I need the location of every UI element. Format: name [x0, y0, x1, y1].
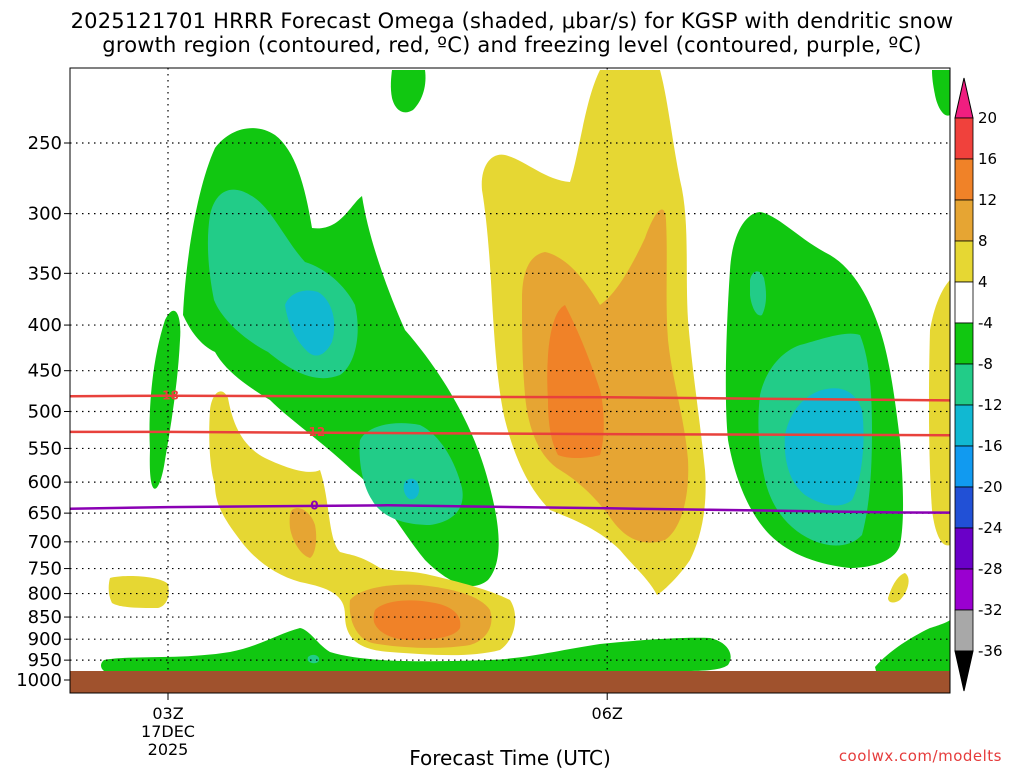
colorbar-label: -4 [978, 314, 993, 332]
colorbar-label: -24 [978, 519, 1003, 537]
ground-band [70, 671, 950, 693]
y-tick-label: 750 [28, 559, 62, 580]
colorbar-top-arrow [954, 77, 974, 119]
omega-shading [101, 70, 950, 671]
colorbar: 20 16 12 8 4 -4 -8 -12 -16 -20 -24 -28 -32 -36 [954, 77, 1003, 692]
y-tick-label: 850 [28, 607, 62, 628]
colorbar-swatch [954, 609, 974, 652]
x-axis: 03Z17DEC202506Z09Z12Z15Z18Z [141, 693, 623, 759]
colorbar-swatch [954, 363, 974, 406]
omega-region-orange-center [547, 305, 604, 459]
y-tick-label: 600 [28, 472, 62, 493]
contour-dgz--12 [70, 430, 950, 437]
contour-label: -18 [157, 389, 179, 403]
colorbar-swatch [954, 404, 974, 447]
colorbar-label: -16 [978, 437, 1003, 455]
chart-title-line1: 2025121701 HRRR Forecast Omega (shaded, … [70, 9, 954, 33]
contour-labels: -18-18-18-12-12-1200 [157, 389, 326, 513]
colorbar-label: -12 [978, 396, 1003, 414]
colorbar-label: 16 [978, 150, 997, 168]
x-tick-label: 03Z [152, 704, 183, 723]
colorbar-label: 4 [978, 273, 988, 291]
omega-region-yellow-small-right [888, 573, 909, 603]
y-tick-label: 450 [28, 361, 62, 382]
x-axis-title: Forecast Time (UTC) [409, 746, 611, 770]
colorbar-swatch [954, 117, 974, 160]
credit-link[interactable]: coolwx.com/modelts [838, 747, 1002, 765]
contour-dgz--18 [70, 394, 950, 402]
colorbar-swatch [954, 199, 974, 242]
plot-frame [69, 67, 951, 694]
colorbar-swatch [954, 158, 974, 201]
omega-region-green-low-right [875, 620, 950, 671]
colorbar-label: -32 [978, 601, 1003, 619]
y-tick-label: 650 [28, 503, 62, 524]
y-tick-label: 800 [28, 584, 62, 605]
y-tick-label: 250 [28, 133, 62, 154]
y-tick-label: 300 [28, 204, 62, 225]
omega-region-orange-left-spot [289, 508, 317, 558]
omega-region-teal-spot [307, 654, 320, 664]
omega-region-green-far-right [932, 70, 950, 116]
colorbar-label: 8 [978, 232, 988, 250]
y-tick-label: 550 [28, 438, 62, 459]
colorbar-swatch [954, 322, 974, 365]
x-tick-date: 17DEC [141, 722, 195, 741]
colorbar-swatch [954, 445, 974, 488]
chart-title-line2: growth region (contoured, red, ºC) and f… [102, 33, 922, 57]
omega-region-green-left-low [149, 310, 181, 489]
colorbar-swatch [954, 486, 974, 529]
y-tick-label: 350 [28, 263, 62, 284]
omega-region-yellow-small [108, 576, 169, 608]
omega-region-yellow-far-right [928, 280, 950, 546]
colorbar-swatch [954, 281, 974, 324]
omega-region-cyan-right [784, 388, 864, 506]
y-axis: 2503003504004505005506006507007508008509… [16, 133, 70, 691]
omega-region-gold-center [522, 209, 689, 543]
omega-region-green-low [101, 628, 731, 671]
omega-region-green-top [390, 70, 426, 113]
colorbar-label: 12 [978, 191, 997, 209]
y-tick-label: 500 [28, 402, 62, 423]
y-tick-label: 950 [28, 650, 62, 671]
colorbar-label: 20 [978, 109, 997, 127]
omega-region-orange-low [373, 600, 461, 640]
colorbar-bottom-arrow [954, 650, 974, 692]
y-tick-label: 900 [28, 629, 62, 650]
x-tick-year: 2025 [148, 740, 189, 759]
gridlines [70, 68, 950, 671]
colorbar-label: -36 [978, 642, 1003, 660]
colorbar-swatch [954, 240, 974, 283]
y-tick-label: 400 [28, 315, 62, 336]
contour-freezing-level [70, 504, 950, 514]
omega-region-cyan-left [285, 290, 335, 356]
y-tick-label: 700 [28, 532, 62, 553]
colorbar-label: -28 [978, 560, 1003, 578]
y-tick-label: 1000 [16, 670, 62, 691]
contour-label: -12 [304, 425, 326, 439]
omega-region-cyan-mid [403, 478, 420, 500]
x-tick-label: 06Z [592, 704, 623, 723]
colorbar-swatch [954, 527, 974, 570]
colorbar-label: -20 [978, 478, 1003, 496]
omega-region-teal-right-small [750, 271, 767, 316]
colorbar-label: -8 [978, 355, 993, 373]
contour-lines [70, 394, 950, 514]
contour-label: 0 [310, 498, 318, 512]
colorbar-swatch [954, 568, 974, 611]
